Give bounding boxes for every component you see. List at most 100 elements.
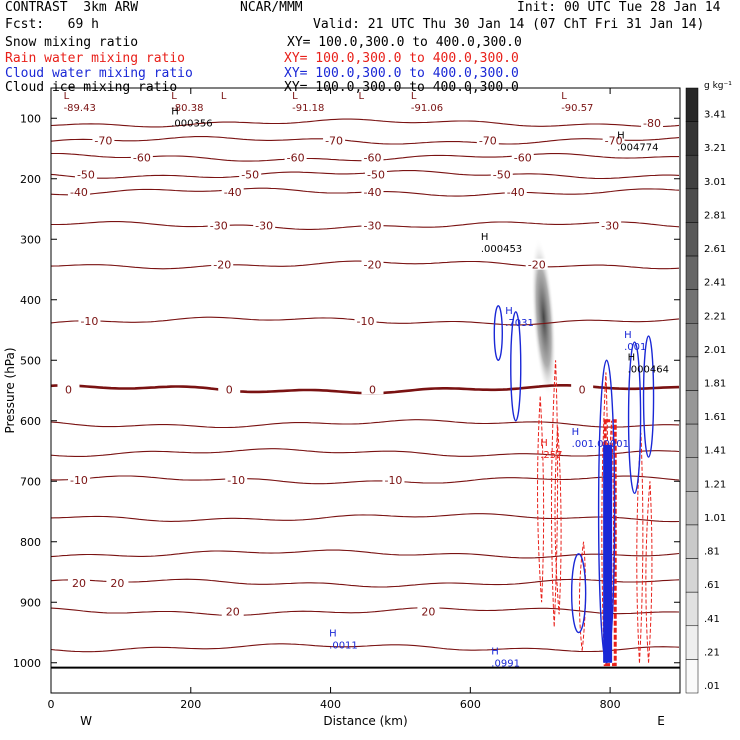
colorbar-swatch <box>685 558 699 593</box>
temperature-contour-label: -50 <box>493 169 511 182</box>
plot-area: -80-70 -70 -70 -70-60 -60 -60 -60-50 -50 -50 -50-… <box>50 91 680 670</box>
chart-title: CONTRAST 3km ARW <box>5 0 139 15</box>
min-max-value: -80.38 <box>171 103 203 114</box>
temperature-contour-label: -20 <box>528 259 546 272</box>
colorbar-label: 2.81 <box>704 210 726 221</box>
organization-label: NCAR/MMM <box>240 0 303 15</box>
colorbar-swatch <box>685 457 699 492</box>
contour-label-bg <box>354 314 377 326</box>
contour-label-bg <box>417 605 440 617</box>
colorbar-swatch <box>685 121 699 156</box>
temperature-contour-label: -70 <box>94 135 112 148</box>
min-max-value: -89.43 <box>64 103 96 114</box>
temperature-contour <box>50 475 680 485</box>
west-label: W <box>80 714 92 728</box>
temperature-contour-label: -50 <box>241 169 259 182</box>
contour-label-bg <box>504 186 527 198</box>
rain-water-contour <box>551 360 559 627</box>
y-tick-label: 500 <box>20 354 41 367</box>
contour-label-bg <box>571 383 594 395</box>
colorbar-label: .21 <box>704 647 720 658</box>
contour-label-bg <box>511 151 534 163</box>
min-max-marker: H <box>505 306 513 317</box>
contour-label-bg <box>67 474 90 486</box>
contour-label-bg <box>476 134 499 146</box>
min-max-value: .0991 <box>491 659 520 670</box>
contour-label-bg <box>361 219 384 231</box>
colorbar-label: 2.41 <box>704 278 726 289</box>
y-tick-label: 1000 <box>13 657 41 670</box>
colorbar-label: 1.01 <box>704 513 726 524</box>
y-tick-label: 300 <box>20 233 41 246</box>
colorbar-label: .41 <box>704 614 720 625</box>
min-max-value: .001 <box>624 342 646 353</box>
xsec-coords-rain: XY= 100.0,300.0 to 400.0,300.0 <box>284 51 519 66</box>
contour-label-bg <box>67 576 90 588</box>
temperature-contour-label: -50 <box>77 169 95 182</box>
temperature-contour-label: -40 <box>507 186 525 199</box>
temperature-contour <box>50 448 680 457</box>
colorbar-swatch <box>685 323 699 358</box>
colorbar-swatch <box>685 659 699 694</box>
colorbar-swatch <box>685 390 699 425</box>
min-max-value: -91.06 <box>411 103 443 114</box>
colorbar-label: 1.21 <box>704 479 726 490</box>
temperature-contour-label: -40 <box>224 186 242 199</box>
min-max-value: .7031 <box>505 318 534 329</box>
colorbar-swatch <box>685 524 699 559</box>
min-max-value: -91.18 <box>292 103 324 114</box>
temperature-contour-label: 20 <box>72 577 86 590</box>
min-max-marker: H <box>491 647 499 658</box>
min-max-marker: H <box>572 427 580 438</box>
contour-label-bg <box>221 605 244 617</box>
temperature-contour <box>50 419 680 429</box>
temperature-contour-label: -60 <box>514 152 532 165</box>
temperature-contour-label: -60 <box>133 152 151 165</box>
y-tick-label: 400 <box>20 294 41 307</box>
temperature-contour <box>50 643 680 653</box>
x-tick-label: 0 <box>48 698 55 711</box>
colorbar-label: 3.41 <box>704 110 726 121</box>
temperature-contour <box>50 136 680 145</box>
min-max-marker: H <box>628 353 636 364</box>
cloud-water-contour <box>510 311 522 422</box>
min-max-value: -90.57 <box>561 103 593 114</box>
contour-label-bg <box>382 474 405 486</box>
cloud-water-contour <box>642 335 655 458</box>
temperature-contour-label: -30 <box>601 219 619 232</box>
contour-label-bg <box>361 151 384 163</box>
colorbar-label: 1.41 <box>704 446 726 457</box>
y-tick-label: 100 <box>20 112 41 125</box>
contour-label-bg <box>130 151 153 163</box>
y-tick-label: 600 <box>20 415 41 428</box>
min-max-value: .000453 <box>481 244 522 255</box>
colorbar-swatch <box>685 87 699 122</box>
temperature-contour-label: -70 <box>605 135 623 148</box>
contour-label-bg <box>284 151 307 163</box>
contour-label-bg <box>602 134 625 146</box>
min-max-marker: L <box>64 91 70 102</box>
temperature-contour-label: -10 <box>384 474 402 487</box>
cloud-water-contour <box>627 341 642 495</box>
contour-label-bg <box>211 258 234 270</box>
colorbar-label: 2.21 <box>704 311 726 322</box>
contour-label-bg <box>323 134 346 146</box>
min-max-marker: H <box>171 106 179 117</box>
y-tick-label: 800 <box>20 536 41 549</box>
y-tick-label: 700 <box>20 475 41 488</box>
colorbar-label: 3.01 <box>704 177 726 188</box>
rain-water-contour <box>537 396 545 603</box>
min-max-marker: H <box>624 330 632 341</box>
min-max-value: .257 <box>540 450 562 461</box>
min-max-value: .000464 <box>628 365 669 376</box>
y-tick-label: 900 <box>20 596 41 609</box>
min-max-value: .004774 <box>617 143 658 154</box>
contour-label-bg <box>490 168 513 180</box>
temperature-contour <box>50 578 680 588</box>
temperature-contour-label: -70 <box>325 135 343 148</box>
contour-label-bg <box>361 383 384 395</box>
rain-water-contour <box>554 426 562 615</box>
x-tick-label: 600 <box>460 698 481 711</box>
temperature-contour-label: -10 <box>70 474 88 487</box>
x-axis-label: Distance (km) <box>323 714 407 728</box>
